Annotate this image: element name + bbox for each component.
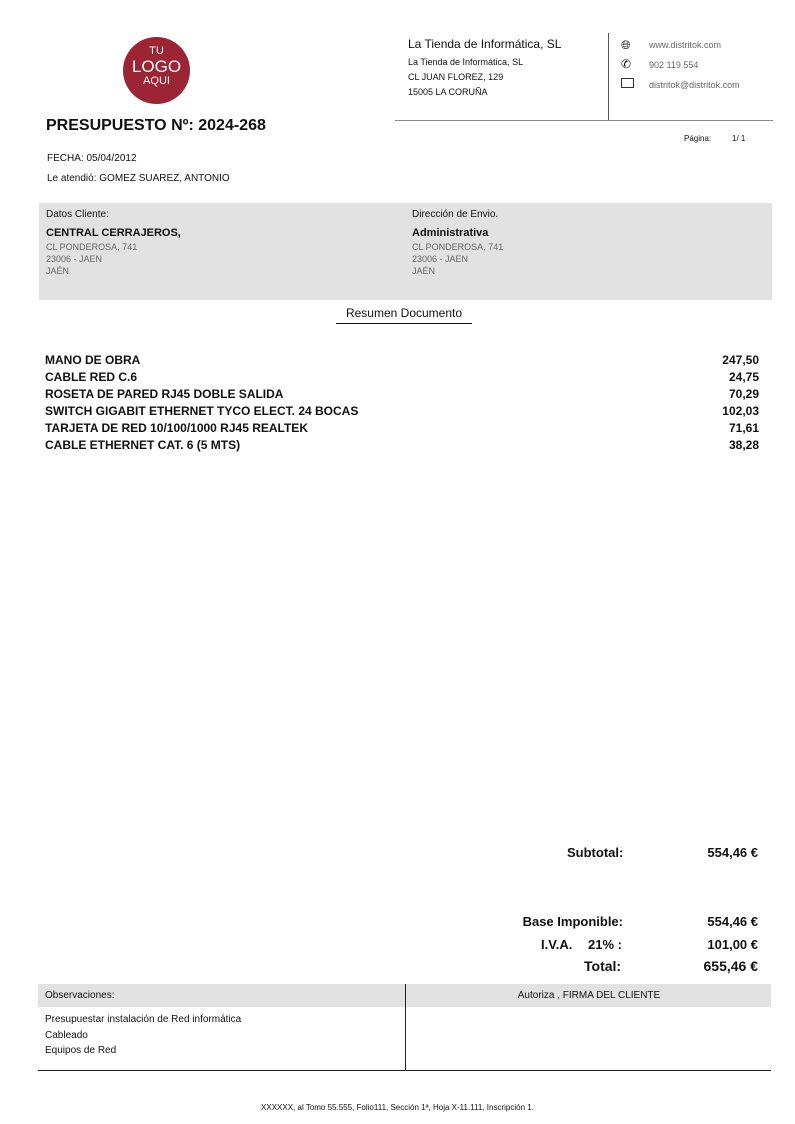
item-row: TARJETA DE RED 10/100/1000 RJ45 REALTEK 7… [45,421,759,435]
item-row: ROSETA DE PARED RJ45 DOBLE SALIDA 70,29 [45,387,759,401]
divider [405,984,406,1070]
item-amount: 38,28 [728,438,759,452]
item-amount: 71,61 [728,421,759,435]
logo-text: TU [149,45,164,57]
company-logo: TU LOGO AQUI [123,37,190,104]
item-description: CABLE ETHERNET CAT. 6 (5 MTS) [45,438,241,452]
client-box [39,203,772,300]
item-amount: 247,50 [722,353,759,367]
subtotal-value: 554,46 € [707,845,758,860]
client-address: CL PONDEROSA, 741 [46,242,138,252]
shipping-name: Administrativa [412,227,489,239]
item-amount: 24,75 [728,370,759,384]
logo-text: LOGO [131,57,182,76]
summary-title: Resumen Documento [336,306,472,324]
iva-rate: 21% : [588,937,622,952]
observation-line: Presupuestar instalación de Red informát… [45,1014,242,1025]
mail-icon [621,78,634,88]
observation-line: Cableado [45,1029,88,1041]
subtotal-label: Subtotal: [567,845,624,860]
item-row: CABLE RED C.6 24,75 [45,370,759,384]
item-row: CABLE ETHERNET CAT. 6 (5 MTS) 38,28 [45,438,759,452]
observation-line: Equipos de Red [45,1045,117,1056]
shipping-label: Dirección de Envio. [412,209,499,220]
item-row: SWITCH GIGABIT ETHERNET TYCO ELECT. 24 B… [45,404,759,418]
item-description: SWITCH GIGABIT ETHERNET TYCO ELECT. 24 B… [45,404,359,418]
footer-legal: XXXXXX, al Tomo 55.555, Folio111, Secció… [261,1103,534,1112]
observations-label: Observaciones: [45,990,115,1001]
client-province: JAÉN [46,266,70,276]
item-amount: 70,29 [728,387,759,401]
total-value: 655,46 € [703,958,759,974]
phone: 902 119 554 [649,60,699,70]
base-value: 554,46 € [707,914,758,929]
phone-icon: ✆ [621,57,632,71]
signature-label: Autoriza , FIRMA DEL CLIENTE [517,990,661,1001]
client-label: Datos Cliente: [46,209,109,220]
date: 05/04/2012 [86,153,137,164]
date-label: FECHA: [47,153,84,164]
item-amount: 102,03 [722,404,759,418]
observations-header [38,984,771,1007]
item-description: TARJETA DE RED 10/100/1000 RJ45 REALTEK [45,421,308,435]
iva-value: 101,00 € [707,937,758,952]
shipping-address: CL PONDEROSA, 741 [412,242,504,252]
client-name: CENTRAL CERRAJEROS, [46,227,181,239]
client-city: 23006 - JAEN [46,254,103,264]
item-row: MANO DE OBRA 247,50 [45,353,759,367]
iva-label: I.V.A. [541,937,573,952]
observations-text: Presupuestar instalación de Red informát… [45,1012,241,1059]
attended-label: Le atendió: [47,173,97,184]
shipping-city: 23006 - JAEN [412,254,469,264]
email: distritok@distritok.com [649,80,740,90]
company-city: 15005 LA CORUÑA [408,87,488,97]
item-description: ROSETA DE PARED RJ45 DOBLE SALIDA [45,387,284,401]
globe-icon: 🌐︎ [621,38,631,52]
logo-text: AQUI [143,75,170,87]
shipping-province: JAÉN [412,266,436,276]
company-name-secondary: La Tienda de Informática, SL [408,57,524,67]
item-description: MANO DE OBRA [45,353,141,367]
total-label: Total: [584,958,622,974]
attended-by: GOMEZ SUAREZ, ANTONIO [99,173,230,184]
divider [395,120,773,121]
company-name: La Tienda de Informática, SL [408,37,562,51]
page-title: PRESUPUESTO Nº: 2024-268 [46,117,266,134]
company-address: CL JUAN FLOREZ, 129 [408,72,504,82]
divider [38,1070,771,1071]
base-label: Base Imponible: [522,914,623,929]
divider [608,33,609,120]
page-number: 1/ 1 [732,134,746,143]
website: www.distritok.com [649,40,722,50]
page-label: Página: [684,134,712,143]
item-description: CABLE RED C.6 [45,370,138,384]
